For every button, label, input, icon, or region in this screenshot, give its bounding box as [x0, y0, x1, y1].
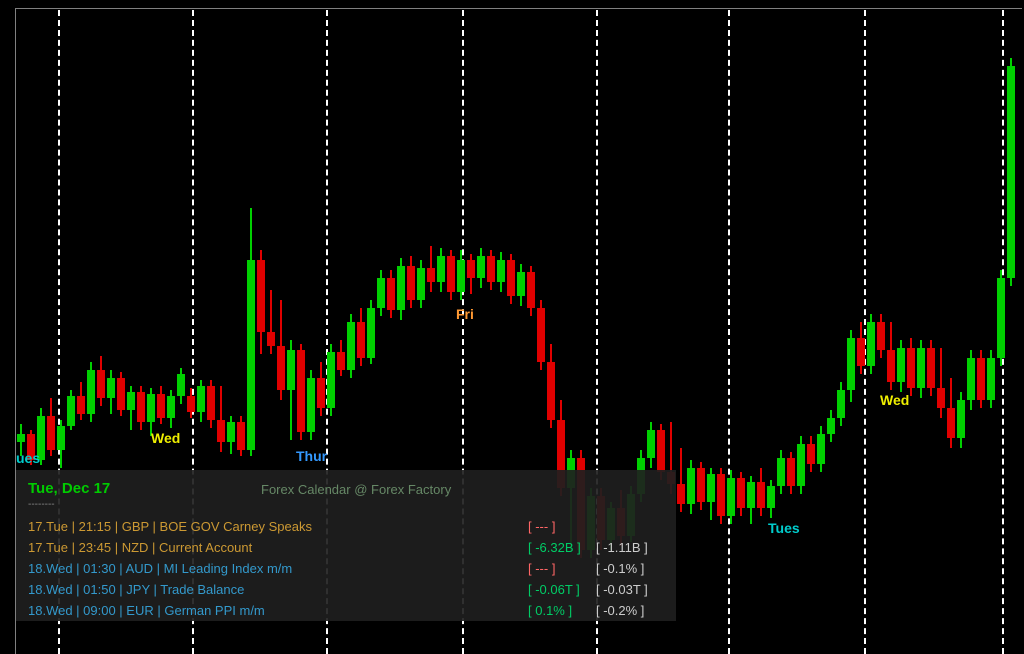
day-label: Tues: [768, 520, 800, 536]
day-label: Thur: [296, 448, 327, 464]
calendar-event-text: 17.Tue | 21:15 | GBP | BOE GOV Carney Sp…: [28, 519, 528, 534]
day-separator: [864, 10, 866, 654]
chart-border-top: [15, 8, 1022, 9]
calendar-actual-value: [ -0.06T ]: [528, 582, 596, 597]
calendar-row[interactable]: 18.Wed | 01:50 | JPY | Trade Balance[ -0…: [16, 579, 676, 600]
calendar-subtitle: Forex Calendar @ Forex Factory: [261, 482, 451, 497]
day-label: Wed: [151, 430, 180, 446]
calendar-event-text: 18.Wed | 09:00 | EUR | German PPI m/m: [28, 603, 528, 618]
calendar-forecast-value: [ -1.11B ]: [596, 540, 664, 555]
calendar-divider: --------: [16, 499, 676, 516]
calendar-row[interactable]: 17.Tue | 21:15 | GBP | BOE GOV Carney Sp…: [16, 516, 676, 537]
calendar-forecast-value: [ -0.1% ]: [596, 561, 664, 576]
calendar-row[interactable]: 18.Wed | 09:00 | EUR | German PPI m/m[ 0…: [16, 600, 676, 621]
forex-calendar-panel: Tue, Dec 17Forex Calendar @ Forex Factor…: [16, 470, 676, 621]
calendar-actual-value: [ --- ]: [528, 519, 596, 534]
calendar-forecast-value: [ -0.03T ]: [596, 582, 664, 597]
calendar-forecast-value: [ -0.2% ]: [596, 603, 664, 618]
day-label: Fri: [456, 306, 474, 322]
calendar-event-text: 18.Wed | 01:30 | AUD | MI Leading Index …: [28, 561, 528, 576]
calendar-event-text: 17.Tue | 23:45 | NZD | Current Account: [28, 540, 528, 555]
chart-container: ues Wed Thur Fri Tues Wed Tue, Dec 17Forex Ca…: [0, 0, 1024, 654]
calendar-row[interactable]: 18.Wed | 01:30 | AUD | MI Leading Index …: [16, 558, 676, 579]
calendar-row[interactable]: 17.Tue | 23:45 | NZD | Current Account[ …: [16, 537, 676, 558]
calendar-actual-value: [ -6.32B ]: [528, 540, 596, 555]
day-separator: [728, 10, 730, 654]
day-label: Wed: [880, 392, 909, 408]
calendar-event-text: 18.Wed | 01:50 | JPY | Trade Balance: [28, 582, 528, 597]
calendar-actual-value: [ --- ]: [528, 561, 596, 576]
day-label: ues: [16, 450, 40, 466]
calendar-actual-value: [ 0.1% ]: [528, 603, 596, 618]
